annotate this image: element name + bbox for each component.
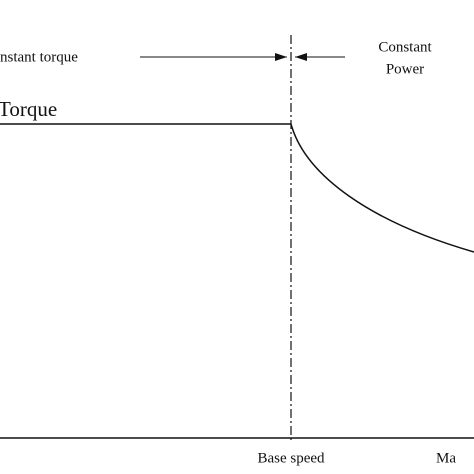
max-speed-label: Ma <box>436 450 456 466</box>
constant-power-curve <box>290 123 474 253</box>
constant-torque-label: nstant torque <box>0 49 78 65</box>
constant-power-label: Power <box>386 61 424 77</box>
base-speed-label: Base speed <box>257 450 325 466</box>
constant-power-label: Constant <box>378 39 432 55</box>
torque-label: Torque <box>0 97 57 121</box>
